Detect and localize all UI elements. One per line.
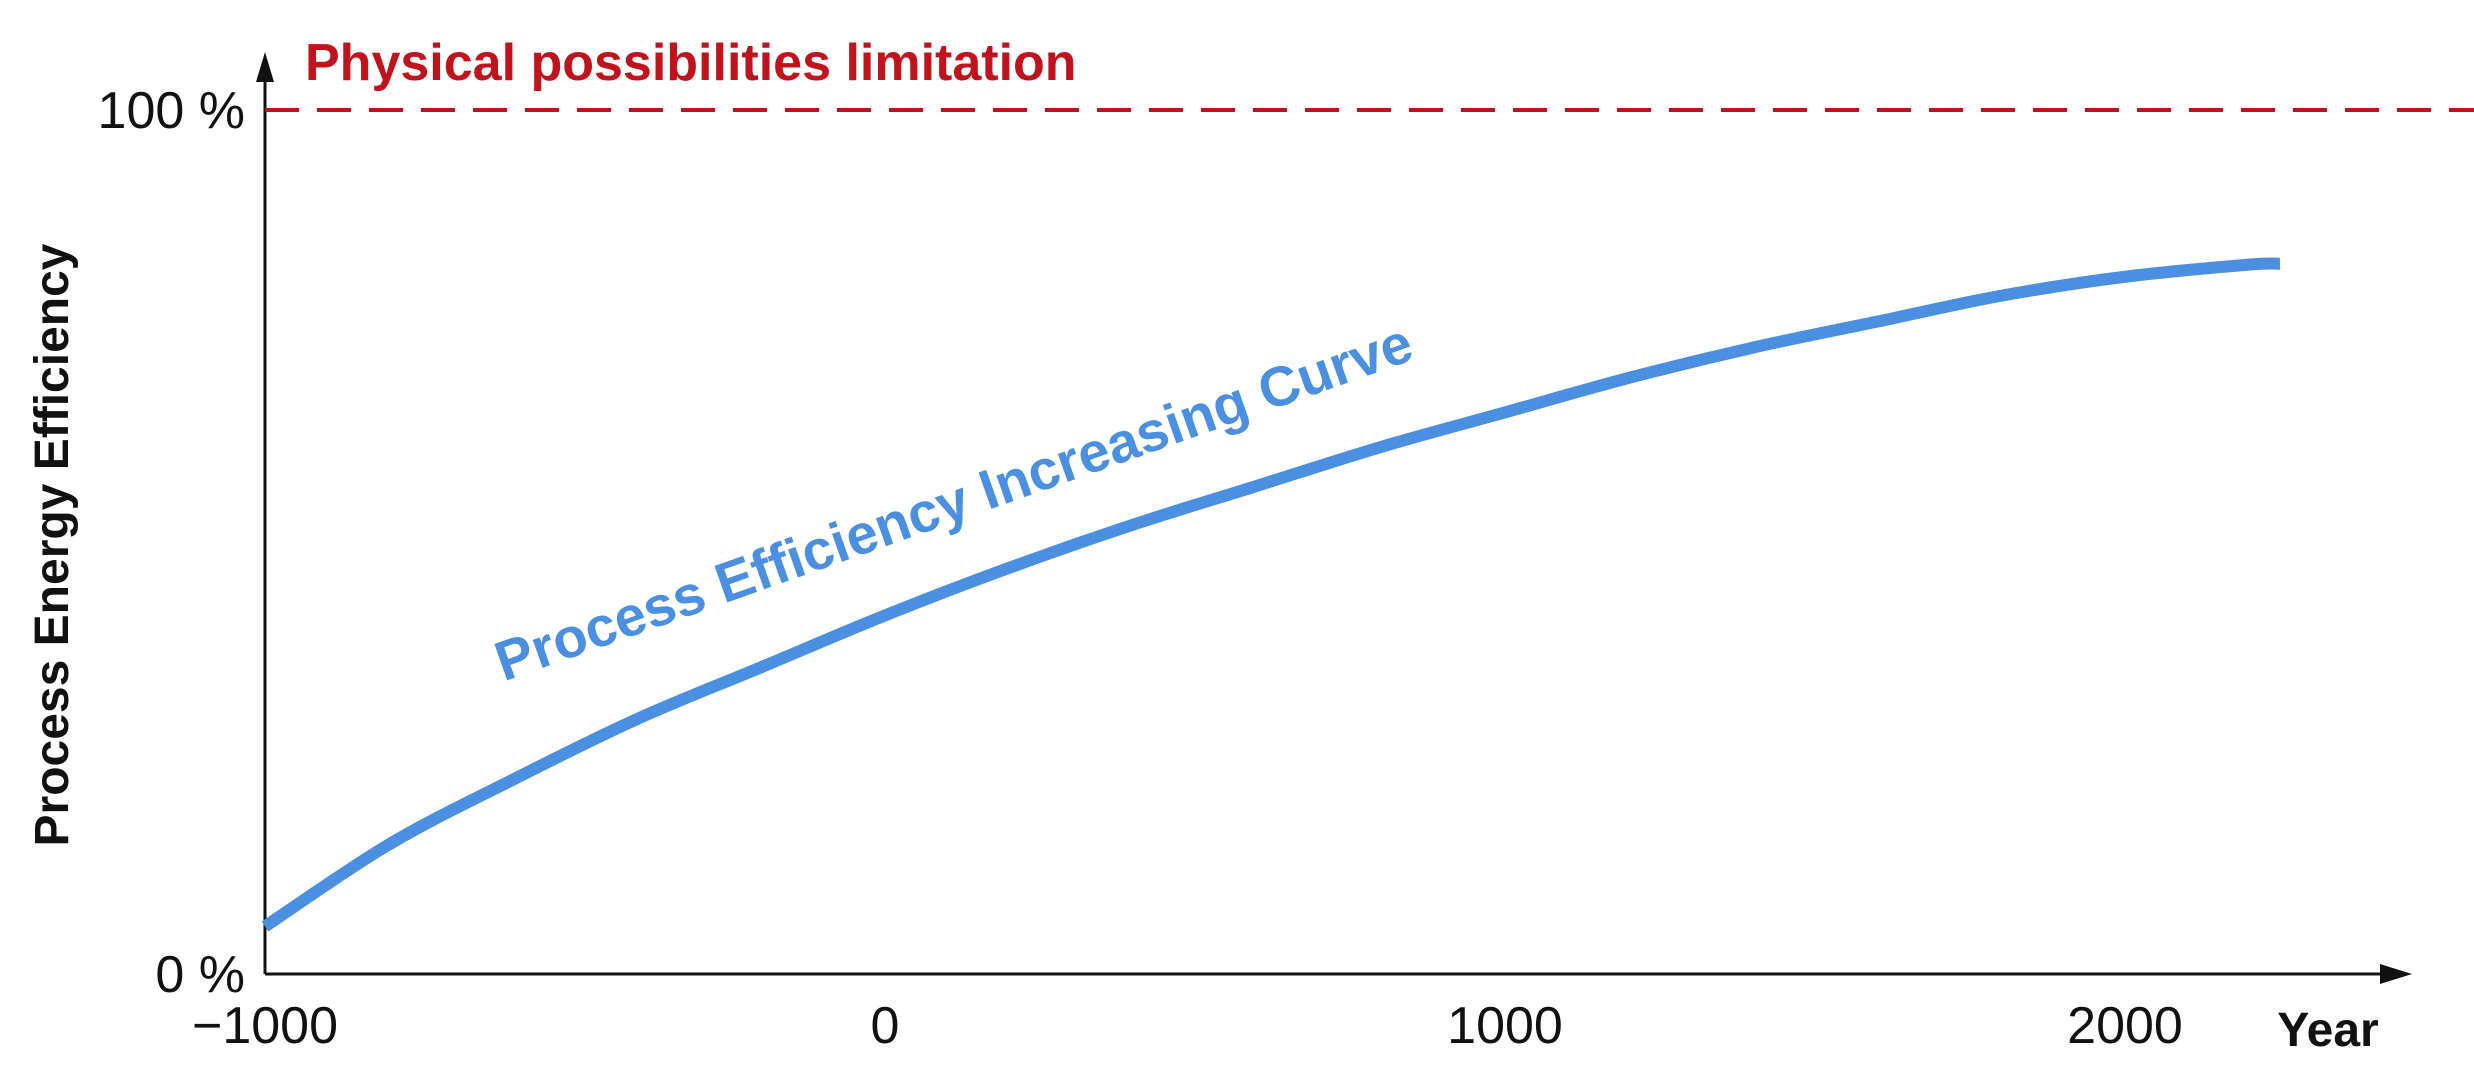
x-tick-label-2: 1000 <box>1447 997 1563 1055</box>
x-axis-title: Year <box>2277 1004 2378 1057</box>
data-series <box>261 257 2281 932</box>
x-tick-label-3: 2000 <box>2067 997 2183 1055</box>
y-axis-title: Process Energy Efficiency <box>26 243 79 846</box>
curve-label: Process Efficiency Increasing Curve <box>487 310 1421 693</box>
axes <box>256 52 2412 984</box>
limit-label: Physical possibilities limitation <box>305 34 1077 92</box>
x-axis-arrow <box>2380 964 2412 984</box>
y-tick-labels: 0 % 100 % <box>98 82 245 1004</box>
y-tick-label-1: 100 % <box>98 82 245 140</box>
x-tick-label-1: 0 <box>871 997 900 1055</box>
x-tick-labels: −1000 0 1000 2000 <box>192 997 2183 1055</box>
x-tick-label-0: −1000 <box>192 997 338 1055</box>
series-line-0 <box>261 257 2281 932</box>
y-tick-label-0: 0 % <box>155 946 245 1004</box>
y-axis-arrow <box>256 52 274 82</box>
